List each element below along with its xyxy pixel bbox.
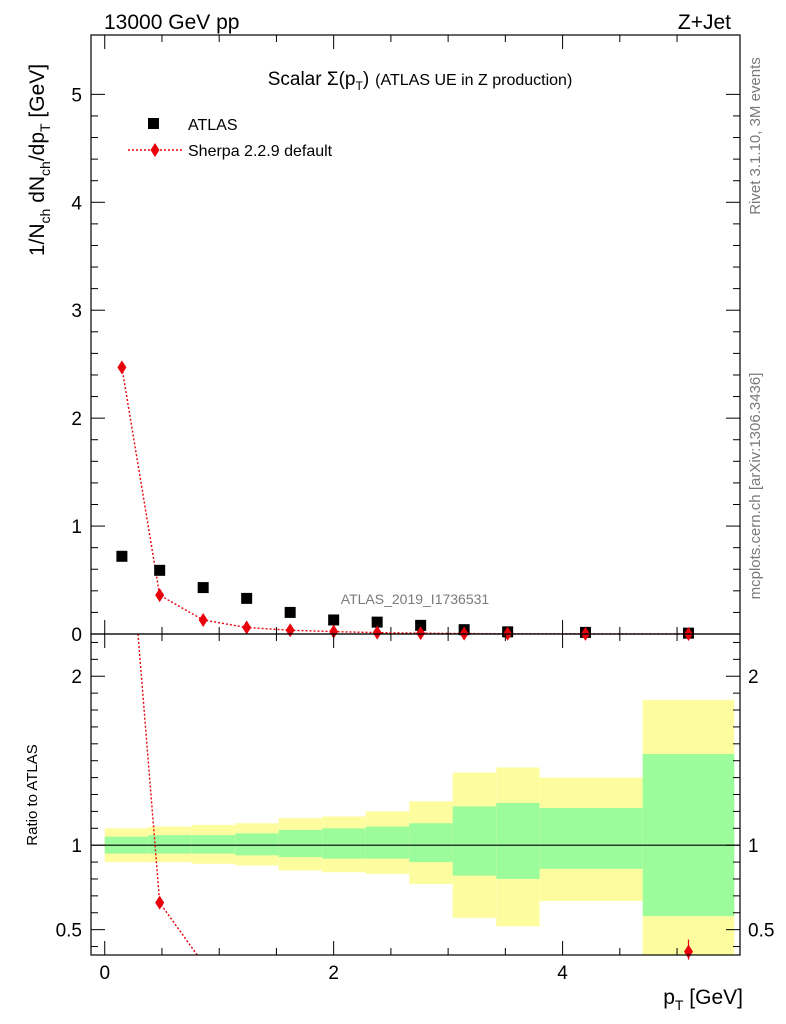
- stat-uncertainty-band-5: [322, 828, 366, 859]
- sherpa-point-2: [198, 612, 208, 627]
- main-ytick-label-2: 2: [71, 409, 82, 430]
- legend-atlas-marker: [148, 118, 159, 129]
- atlas-point-5: [328, 614, 340, 626]
- x-tick-label-2: 4: [557, 963, 568, 984]
- stat-uncertainty-band-8: [452, 806, 497, 876]
- sherpa-point-6: [372, 625, 382, 640]
- analysis-id: ATLAS_2019_I1736531: [341, 591, 490, 607]
- ratio-ytick-label-right-1: 1: [748, 836, 759, 857]
- ratio-ytick-label-right-0: 0.5: [748, 921, 774, 942]
- atlas-point-7: [415, 619, 427, 631]
- title-rest: (ATLAS UE in Z production): [375, 72, 572, 89]
- sherpa-point-3: [242, 620, 252, 635]
- atlas-point-2: [197, 582, 209, 594]
- stat-uncertainty-band-4: [278, 829, 323, 858]
- ylabel-unit: [GeV]: [26, 64, 49, 124]
- legend-sherpa-label: Sherpa 2.2.9 default: [188, 143, 333, 160]
- stat-uncertainty-band-9: [496, 802, 540, 879]
- stat-uncertainty-band-10: [539, 808, 643, 869]
- ratio-frame: [90, 633, 741, 956]
- ylabel-part-dn: dN: [26, 176, 49, 209]
- atlas-point-4: [284, 606, 296, 618]
- x-axis-label: pT [GeV]: [663, 986, 743, 1013]
- xlabel-p: p: [663, 986, 675, 1009]
- stat-uncertainty-band-1: [148, 835, 192, 854]
- atlas-point-1: [154, 564, 166, 576]
- main-ytick-label-3: 3: [71, 301, 82, 322]
- title-scalar: Scalar: [268, 69, 327, 90]
- side-rivet-label: Rivet 3.1.10, 3M events: [747, 57, 764, 215]
- main-ytick-label-1: 1: [71, 517, 82, 538]
- ylabel-sub-ch2: ch: [37, 161, 53, 176]
- x-tick-label-1: 2: [328, 963, 339, 984]
- title-close: ): [363, 69, 369, 90]
- ylabel-part-dp: /dp: [26, 132, 49, 161]
- ratio-ytick-label-right-2: 2: [748, 667, 759, 688]
- main-title: Scalar Σ(pT) (ATLAS UE in Z production): [268, 69, 573, 93]
- sherpa-point-4: [285, 623, 295, 638]
- header-left: 13000 GeV pp: [104, 11, 239, 34]
- main-ytick-label-4: 4: [71, 193, 82, 214]
- stat-uncertainty-band-11: [642, 753, 735, 917]
- xlabel-unit: [GeV]: [683, 986, 743, 1009]
- xlabel-sub-t: T: [675, 997, 684, 1013]
- sherpa-ratio-line: [137, 633, 198, 956]
- atlas-point-0: [116, 550, 128, 562]
- main-ytick-label-5: 5: [71, 85, 82, 106]
- atlas-point-6: [371, 616, 383, 628]
- ratio-ytick-label-left-0: 0.5: [56, 921, 82, 942]
- sherpa-point-1: [155, 588, 165, 603]
- main-panel: Scalar Σ(pT) (ATLAS UE in Z production) 0…: [26, 34, 741, 646]
- atlas-point-3: [241, 592, 253, 604]
- ylabel-sub-t: T: [37, 123, 53, 132]
- title-sub: T: [356, 79, 364, 93]
- legend-sherpa-marker: [150, 143, 160, 157]
- ylabel-part-a: 1/N: [26, 223, 49, 256]
- sherpa-series-line: [121, 367, 689, 635]
- sherpa-point-7: [416, 626, 426, 641]
- main-y-axis-label: 1/Nch dNch/dpT [GeV]: [26, 64, 53, 256]
- sherpa-point-0: [117, 360, 127, 375]
- ratio-ytick-label-left-2: 2: [71, 667, 82, 688]
- stat-uncertainty-band-2: [191, 835, 236, 854]
- sherpa-ratio-point-1: [155, 895, 165, 910]
- stat-uncertainty-band-6: [365, 826, 410, 859]
- side-mcplots-label: mcplots.cern.ch [arXiv:1306.3436]: [747, 373, 764, 600]
- x-tick-label-0: 0: [99, 963, 110, 984]
- sherpa-point-5: [329, 624, 339, 639]
- stat-uncertainty-band-3: [235, 833, 279, 856]
- main-ytick-label-0: 0: [71, 625, 82, 646]
- ylabel-sub-ch: ch: [37, 209, 53, 224]
- legend-atlas-label: ATLAS: [188, 117, 238, 134]
- ratio-panel: 0.5 0.5 1 1 2 2 0 2 4 Ratio to ATLAS pT [GeV]: [24, 633, 774, 1013]
- stat-uncertainty-band-7: [409, 823, 453, 863]
- ratio-y-axis-label: Ratio to ATLAS: [24, 744, 41, 845]
- ratio-ytick-label-left-1: 1: [71, 836, 82, 857]
- header-right: Z+Jet: [678, 11, 731, 34]
- title-sigma: Σ(p: [327, 69, 356, 90]
